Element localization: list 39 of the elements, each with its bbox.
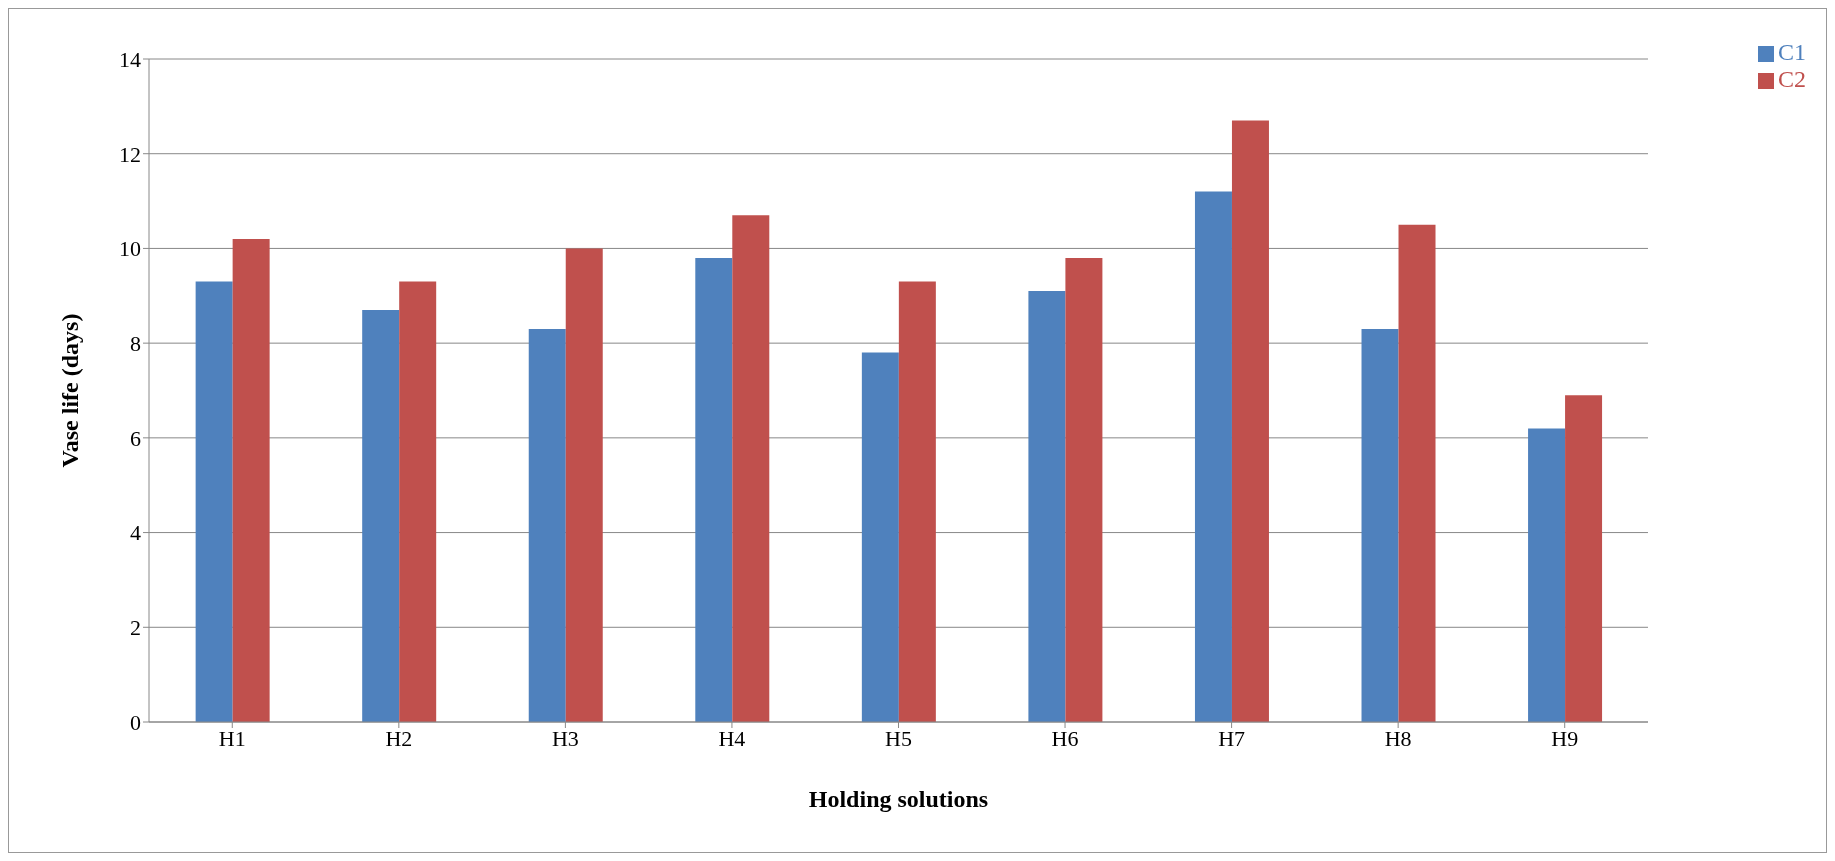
bar	[1528, 428, 1566, 722]
x-tick-label: H2	[385, 725, 413, 751]
x-tick-label: H9	[1551, 725, 1579, 751]
x-tick-label: H7	[1218, 725, 1246, 751]
bar	[898, 281, 936, 722]
x-tick-label: H1	[218, 725, 246, 751]
bar	[1361, 328, 1399, 722]
bar	[232, 238, 270, 722]
x-tick-label: H8	[1384, 725, 1412, 751]
bar	[861, 352, 899, 722]
bar	[195, 281, 233, 722]
x-tick-label: H5	[885, 725, 912, 751]
y-tick-label: 0	[130, 709, 141, 735]
bar	[1065, 257, 1103, 722]
y-tick-label: 2	[130, 615, 141, 641]
bar	[1398, 224, 1436, 722]
bar	[1194, 191, 1232, 722]
bar	[1028, 291, 1066, 722]
bar	[1565, 395, 1603, 722]
y-tick-label: 12	[119, 141, 141, 167]
bar	[695, 257, 733, 722]
legend-label: C2	[1777, 66, 1806, 92]
y-tick-label: 8	[130, 330, 141, 356]
bar	[362, 309, 400, 722]
x-tick-label: H3	[551, 725, 579, 751]
x-tick-label: H4	[718, 725, 746, 751]
bar	[732, 215, 770, 722]
y-tick-label: 10	[119, 236, 141, 262]
y-tick-label: 14	[119, 46, 141, 72]
legend-label: C1	[1777, 39, 1806, 65]
y-axis-title: Vase life (days)	[56, 313, 83, 468]
x-tick-label: H6	[1051, 725, 1079, 751]
x-axis-title: Holding solutions	[808, 786, 989, 812]
bar	[528, 328, 566, 722]
bar	[565, 248, 603, 722]
y-tick-label: 6	[130, 425, 141, 451]
bar	[1231, 120, 1269, 722]
y-tick-label: 4	[130, 520, 141, 546]
bar	[399, 281, 437, 722]
